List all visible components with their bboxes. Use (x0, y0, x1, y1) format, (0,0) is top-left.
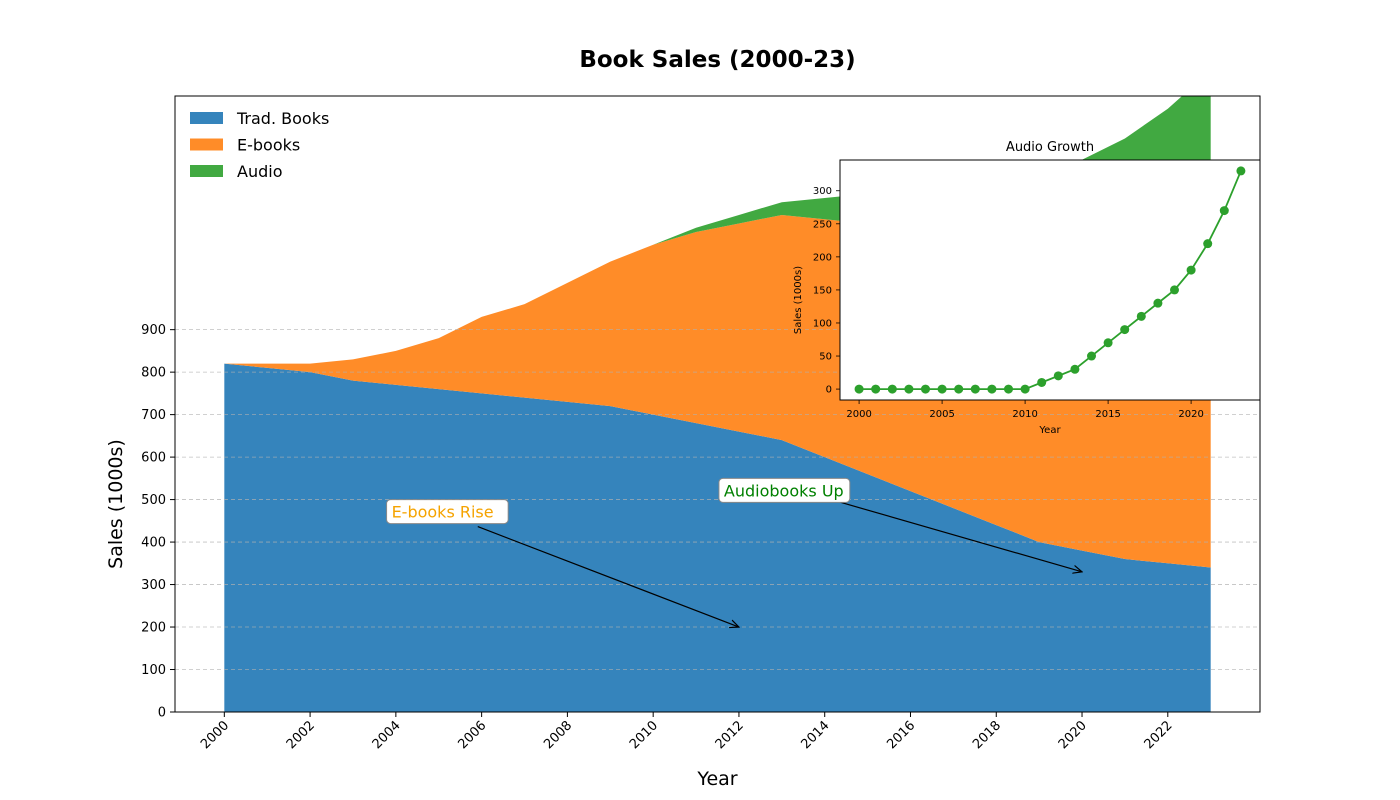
plot-frame (174, 95, 1261, 713)
inset-x-axis-label: Year (1038, 425, 1061, 436)
inset-point (1087, 351, 1097, 361)
annotation-box-0 (386, 499, 509, 525)
annotation-box-1 (718, 477, 851, 503)
inset-point (1236, 166, 1246, 176)
inset-point (887, 384, 897, 394)
inset-point (1120, 325, 1130, 335)
annotation-text-1: Audiobooks Up (724, 481, 844, 500)
x-tick-label: 2004 (370, 718, 404, 752)
x-tick-label: 2008 (541, 718, 575, 752)
y-tick-label: 500 (141, 493, 166, 508)
inset-point (871, 384, 881, 394)
legend-swatch-0 (190, 112, 223, 124)
inset-x-tick-label: 2020 (1178, 409, 1203, 420)
y-tick-label: 300 (141, 578, 166, 593)
inset-point (1186, 265, 1196, 275)
inset-x-tick-label: 2010 (1012, 409, 1037, 420)
legend-swatch-2 (190, 165, 223, 177)
inset-point (1219, 206, 1229, 216)
x-tick-label: 2006 (455, 718, 489, 752)
y-tick-label: 200 (141, 621, 166, 636)
x-tick-label: 2012 (713, 718, 747, 752)
x-axis-label: Year (696, 768, 737, 790)
inset-frame (839, 159, 1261, 401)
legend-label-0: Trad. Books (236, 109, 329, 128)
y-tick-label: 700 (141, 408, 166, 423)
inset-y-tick-label: 100 (813, 318, 832, 329)
inset-point (1053, 371, 1063, 381)
inset-y-tick-label: 250 (813, 219, 832, 230)
inset-point (1103, 338, 1113, 348)
x-tick-label: 2016 (884, 718, 918, 752)
x-tick-label: 2020 (1056, 718, 1090, 752)
y-tick-label: 800 (141, 366, 166, 381)
legend-swatch-1 (190, 138, 223, 151)
inset-point (854, 384, 864, 394)
inset-point (987, 384, 997, 394)
inset-point (1170, 285, 1180, 295)
legend-label-2: Audio (237, 162, 282, 181)
inset-x-tick-label: 2005 (929, 409, 954, 420)
inset-x-tick-label: 2015 (1095, 409, 1120, 420)
area-series-0 (224, 363, 1211, 712)
x-tick-label: 2002 (284, 718, 318, 752)
annotation-arrow-0 (477, 526, 739, 627)
inset-y-tick-label: 150 (813, 285, 832, 296)
inset-y-tick-label: 200 (813, 252, 832, 263)
inset-title: Audio Growth (1006, 140, 1094, 155)
inset-y-axis-label: Sales (1000s) (793, 266, 804, 334)
inset-point (937, 384, 947, 394)
y-tick-label: 100 (141, 663, 166, 678)
annotation-arrow-1 (840, 501, 1082, 571)
x-tick-label: 2010 (627, 718, 661, 752)
inset-point (970, 384, 980, 394)
inset-y-tick-label: 300 (813, 186, 832, 197)
inset-point (904, 384, 914, 394)
inset-point (1003, 384, 1013, 394)
annotation-text-0: E-books Rise (392, 503, 494, 522)
inset-x-tick-label: 2000 (846, 409, 871, 420)
inset-point (954, 384, 964, 394)
inset-point (1136, 311, 1146, 321)
inset-point (1070, 364, 1080, 374)
inset-point (1203, 239, 1213, 249)
x-tick-label: 2022 (1142, 718, 1176, 752)
x-tick-label: 2014 (799, 718, 833, 752)
inset-point (1037, 377, 1047, 387)
inset-point (1153, 298, 1163, 308)
y-tick-label: 600 (141, 451, 166, 466)
chart-title: Book Sales (2000-23) (579, 47, 855, 73)
legend-label-1: E-books (237, 136, 300, 155)
y-tick-label: 900 (141, 323, 166, 338)
inset-y-tick-label: 50 (819, 352, 832, 363)
x-tick-label: 2000 (198, 718, 232, 752)
x-tick-label: 2018 (970, 718, 1004, 752)
y-tick-label: 0 (158, 706, 166, 721)
inset-point (1020, 384, 1030, 394)
inset-point (920, 384, 930, 394)
y-axis-label: Sales (1000s) (105, 439, 127, 569)
inset-y-tick-label: 0 (826, 385, 832, 396)
y-tick-label: 400 (141, 536, 166, 551)
